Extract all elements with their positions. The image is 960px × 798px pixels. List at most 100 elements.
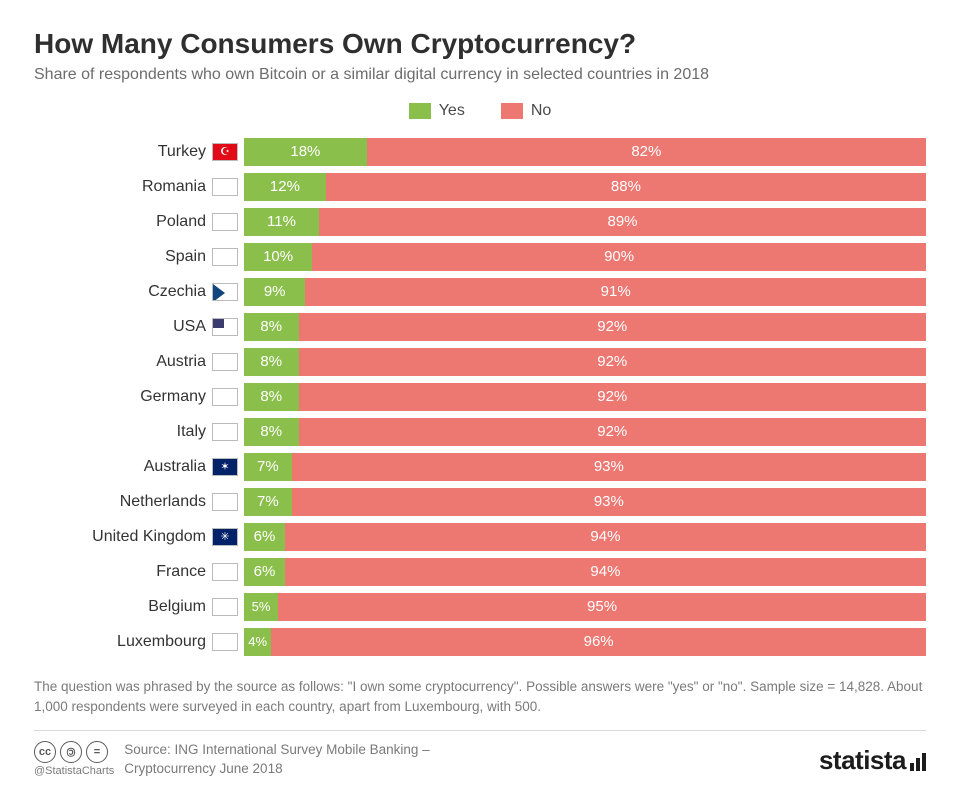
bar-segment-yes: 12%	[244, 173, 326, 201]
brand-bars-icon	[910, 753, 926, 771]
bar-segment-yes: 8%	[244, 418, 299, 446]
nd-icon: =	[86, 741, 108, 763]
stacked-bar: 10%90%	[244, 243, 926, 271]
country-label: Luxembourg	[34, 633, 212, 651]
chart-row: Italy 8%92%	[34, 416, 926, 447]
country-label: Germany	[34, 388, 212, 406]
legend-label-yes: Yes	[439, 102, 465, 120]
bar-segment-yes: 4%	[244, 628, 271, 656]
by-icon: 🄯	[60, 741, 82, 763]
legend-label-no: No	[531, 102, 551, 120]
country-label: United Kingdom	[34, 528, 212, 546]
bar-segment-no: 92%	[299, 313, 926, 341]
bar-segment-yes: 7%	[244, 488, 292, 516]
chart-row: Spain 10%90%	[34, 241, 926, 272]
flag-icon	[212, 598, 238, 616]
chart-row: United Kingdom✳ 6%94%	[34, 521, 926, 552]
bar-segment-yes: 5%	[244, 593, 278, 621]
stacked-bar: 7%93%	[244, 453, 926, 481]
bar-segment-no: 92%	[299, 348, 926, 376]
flag-icon	[212, 318, 238, 336]
brand-logo: statista	[819, 745, 926, 776]
bar-segment-yes: 7%	[244, 453, 292, 481]
country-label: Australia	[34, 458, 212, 476]
legend-item-no: No	[501, 102, 551, 120]
stacked-bar: 6%94%	[244, 523, 926, 551]
stacked-bar: 7%93%	[244, 488, 926, 516]
chart-row: Belgium 5%95%	[34, 591, 926, 622]
chart-row: USA8%92%	[34, 311, 926, 342]
chart-title: How Many Consumers Own Cryptocurrency?	[34, 28, 926, 60]
bar-segment-no: 95%	[278, 593, 926, 621]
flag-icon	[212, 283, 238, 301]
country-label: Czechia	[34, 283, 212, 301]
country-label: Belgium	[34, 598, 212, 616]
country-label: Romania	[34, 178, 212, 196]
bar-segment-no: 94%	[285, 558, 926, 586]
flag-icon	[212, 423, 238, 441]
chart-row: Netherlands 7%93%	[34, 486, 926, 517]
chart-row: France 6%94%	[34, 556, 926, 587]
chart-row: Luxembourg 4%96%	[34, 626, 926, 657]
stacked-bar: 4%96%	[244, 628, 926, 656]
bar-segment-no: 89%	[319, 208, 926, 236]
bar-segment-no: 92%	[299, 383, 926, 411]
stacked-bar: 5%95%	[244, 593, 926, 621]
country-label: Poland	[34, 213, 212, 231]
flag-icon: ✳	[212, 528, 238, 546]
bar-segment-no: 93%	[292, 488, 926, 516]
bar-segment-yes: 8%	[244, 313, 299, 341]
bar-segment-yes: 11%	[244, 208, 319, 236]
bar-segment-no: 91%	[305, 278, 926, 306]
country-label: Turkey	[34, 143, 212, 161]
country-label: Spain	[34, 248, 212, 266]
legend: Yes No	[34, 102, 926, 120]
bar-segment-no: 92%	[299, 418, 926, 446]
flag-icon: ✶	[212, 458, 238, 476]
stacked-bar: 8%92%	[244, 383, 926, 411]
chart-row: Turkey☪18%82%	[34, 136, 926, 167]
bar-segment-yes: 8%	[244, 348, 299, 376]
bar-segment-no: 88%	[326, 173, 926, 201]
bar-segment-yes: 6%	[244, 523, 285, 551]
cc-icon: cc	[34, 741, 56, 763]
handle: @StatistaCharts	[34, 765, 114, 777]
flag-icon	[212, 493, 238, 511]
legend-swatch-no	[501, 103, 523, 119]
cc-license-icons: cc 🄯 =	[34, 741, 114, 763]
footnote: The question was phrased by the source a…	[34, 677, 926, 731]
legend-item-yes: Yes	[409, 102, 465, 120]
country-label: Netherlands	[34, 493, 212, 511]
flag-icon	[212, 248, 238, 266]
bar-segment-yes: 9%	[244, 278, 305, 306]
flag-icon	[212, 353, 238, 371]
source: Source: ING International Survey Mobile …	[124, 741, 484, 779]
chart-row: Austria8%92%	[34, 346, 926, 377]
flag-icon	[212, 633, 238, 651]
stacked-bar: 6%94%	[244, 558, 926, 586]
stacked-bar: 18%82%	[244, 138, 926, 166]
country-label: France	[34, 563, 212, 581]
stacked-bar: 9%91%	[244, 278, 926, 306]
chart-row: Germany 8%92%	[34, 381, 926, 412]
bar-segment-yes: 8%	[244, 383, 299, 411]
brand-text: statista	[819, 745, 906, 776]
stacked-bar: 8%92%	[244, 418, 926, 446]
bar-segment-no: 96%	[271, 628, 926, 656]
bar-segment-no: 90%	[312, 243, 926, 271]
flag-icon	[212, 563, 238, 581]
chart-row: Australia✶ 7%93%	[34, 451, 926, 482]
bar-segment-yes: 10%	[244, 243, 312, 271]
stacked-bar: 11%89%	[244, 208, 926, 236]
chart-row: Czechia 9%91%	[34, 276, 926, 307]
bar-segment-yes: 6%	[244, 558, 285, 586]
chart-subtitle: Share of respondents who own Bitcoin or …	[34, 66, 926, 84]
footer: cc 🄯 = @StatistaCharts Source: ING Inter…	[34, 741, 926, 779]
stacked-bar: 12%88%	[244, 173, 926, 201]
bar-chart: Turkey☪18%82% Romania 12%88% Poland 11%89% Sp…	[34, 136, 926, 657]
chart-row: Romania 12%88%	[34, 171, 926, 202]
chart-row: Poland 11%89%	[34, 206, 926, 237]
country-label: Italy	[34, 423, 212, 441]
bar-segment-no: 94%	[285, 523, 926, 551]
stacked-bar: 8%92%	[244, 348, 926, 376]
